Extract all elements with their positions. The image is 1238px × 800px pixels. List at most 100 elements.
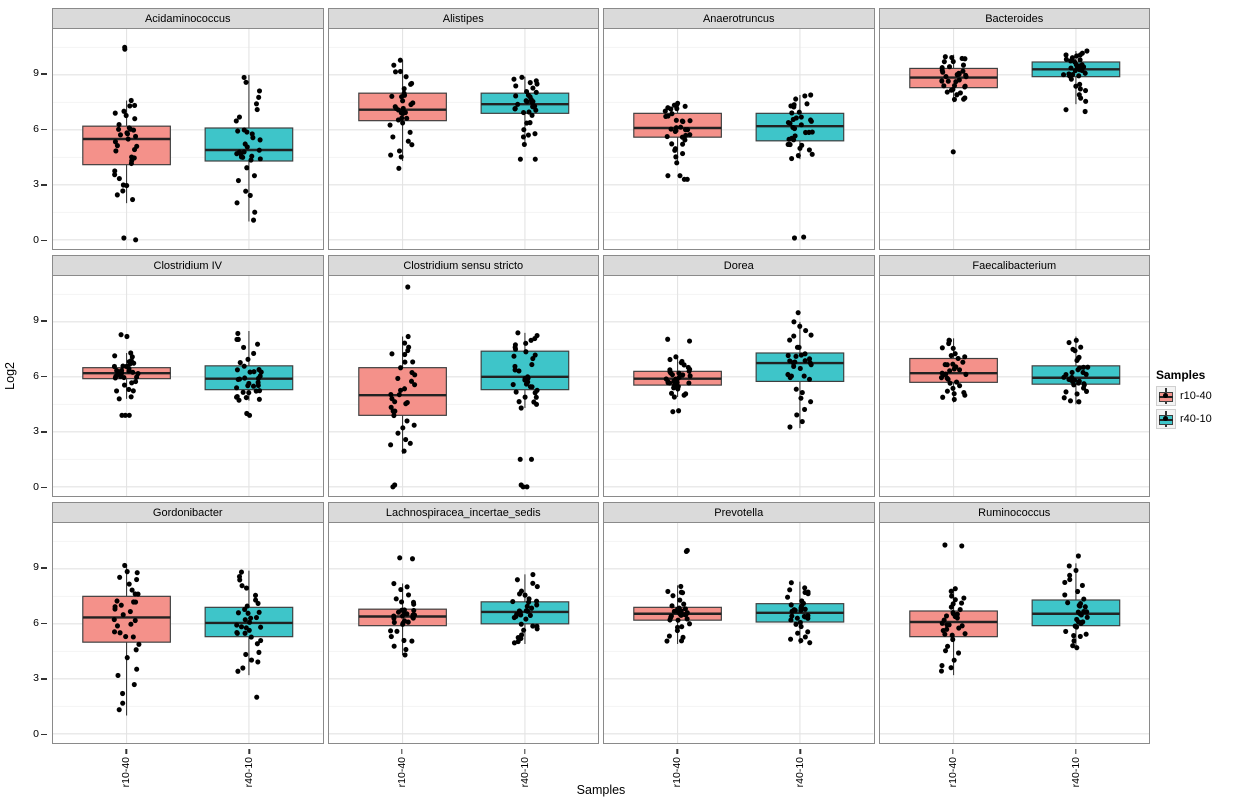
data-point xyxy=(959,68,965,74)
data-point xyxy=(238,624,245,630)
data-point xyxy=(243,188,249,194)
data-point xyxy=(791,333,797,339)
data-point xyxy=(949,385,956,391)
data-point xyxy=(794,615,800,621)
data-point xyxy=(124,130,130,136)
data-point xyxy=(1067,398,1073,404)
data-point xyxy=(135,370,141,377)
data-point xyxy=(962,83,968,89)
data-point xyxy=(516,399,522,405)
data-point xyxy=(1061,579,1067,586)
y-tick-label: 9 xyxy=(33,67,39,80)
data-point xyxy=(112,604,118,610)
data-point xyxy=(405,333,411,340)
data-point xyxy=(128,621,134,627)
data-point xyxy=(1076,81,1082,87)
data-point xyxy=(241,127,247,133)
data-point xyxy=(529,384,535,390)
data-point xyxy=(526,596,532,602)
data-point xyxy=(675,100,681,106)
data-point xyxy=(529,623,535,629)
plot-panel xyxy=(878,275,1150,497)
y-axis-title: Log2 xyxy=(3,362,17,390)
data-point xyxy=(403,74,409,80)
data-point xyxy=(127,608,133,615)
data-point xyxy=(667,380,673,386)
data-point xyxy=(130,634,136,640)
data-point xyxy=(112,353,118,359)
data-point xyxy=(950,149,956,155)
data-point xyxy=(683,612,689,618)
x-tick-mark xyxy=(951,749,954,754)
data-point xyxy=(947,380,953,386)
data-point xyxy=(667,356,673,363)
data-point xyxy=(132,617,138,624)
data-point xyxy=(387,628,393,634)
facet-grid: 9 6 3 0 Acidaminococcus Alistipes Anaerotruncu… xyxy=(20,8,1150,795)
data-point xyxy=(1083,609,1089,615)
facet-title: Clostridium IV xyxy=(52,255,324,275)
data-point xyxy=(387,442,393,448)
data-point xyxy=(401,340,407,346)
data-point xyxy=(234,385,240,391)
data-point xyxy=(235,128,241,134)
data-point xyxy=(663,376,669,382)
data-point xyxy=(678,124,684,130)
data-point xyxy=(683,548,689,554)
data-point xyxy=(235,177,241,184)
data-point xyxy=(1075,609,1081,615)
data-point xyxy=(1062,372,1068,378)
data-point xyxy=(1079,50,1085,56)
y-tick-mark xyxy=(41,733,47,736)
data-point xyxy=(961,354,967,360)
data-point xyxy=(512,93,518,99)
data-point xyxy=(1063,56,1069,62)
data-point xyxy=(520,127,526,133)
data-point xyxy=(533,89,539,95)
data-point xyxy=(399,120,405,126)
data-point xyxy=(948,665,954,671)
data-point xyxy=(687,118,693,124)
data-point xyxy=(798,395,804,401)
data-point xyxy=(807,360,813,366)
data-point xyxy=(1072,623,1078,629)
facet-title: Lachnospiracea_incertae_sedis xyxy=(327,502,599,522)
data-point xyxy=(247,619,253,625)
data-point xyxy=(114,598,120,604)
data-point xyxy=(128,394,134,400)
data-point xyxy=(128,350,134,356)
y-tick-mark xyxy=(41,184,47,186)
data-point xyxy=(256,649,262,655)
data-point xyxy=(245,356,251,362)
data-point xyxy=(237,360,243,366)
data-point xyxy=(1066,339,1072,346)
data-point xyxy=(1077,57,1083,63)
plot-panel xyxy=(603,275,875,497)
data-point xyxy=(521,141,527,147)
data-point xyxy=(114,143,120,149)
data-point xyxy=(401,86,407,92)
data-point xyxy=(808,92,814,98)
data-point xyxy=(529,112,535,118)
data-point xyxy=(522,592,528,598)
y-tick-mark xyxy=(41,128,47,131)
data-point xyxy=(1066,563,1072,569)
data-point xyxy=(117,132,124,138)
data-point xyxy=(126,581,132,587)
data-point xyxy=(791,235,798,241)
data-point xyxy=(238,569,244,575)
data-point xyxy=(116,121,122,128)
data-point xyxy=(401,92,407,98)
data-point xyxy=(528,605,534,611)
facet-title: Bacteroides xyxy=(878,8,1150,28)
data-point xyxy=(954,611,960,617)
data-point xyxy=(676,370,682,376)
data-point xyxy=(788,580,794,586)
data-point xyxy=(256,609,262,615)
data-point xyxy=(785,352,791,359)
data-point xyxy=(518,74,524,80)
data-point xyxy=(524,379,530,385)
data-point xyxy=(1072,83,1078,89)
data-point xyxy=(254,694,260,700)
